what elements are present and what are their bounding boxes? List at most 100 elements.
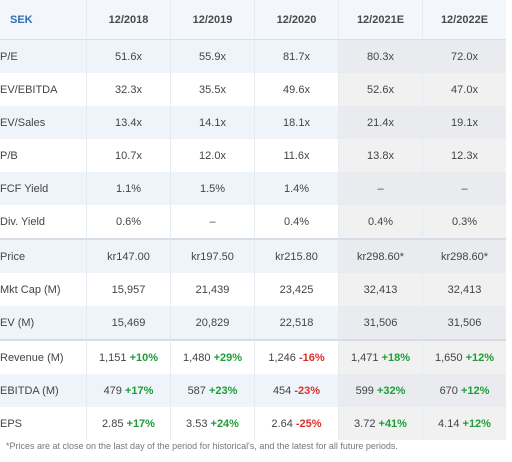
currency-header: SEK <box>0 0 86 40</box>
change-badge: +23% <box>208 384 238 397</box>
row-label: EPS <box>0 417 23 430</box>
table-cell: 1,480 +29% <box>170 339 254 374</box>
table-cell-estimate: 1,650 +12% <box>422 339 506 374</box>
row-label: P/E <box>0 40 86 73</box>
table-cell-estimate: 599 +32% <box>338 374 422 407</box>
price-footnote: *Prices are at close on the last day of … <box>6 441 398 451</box>
table-cell-estimate: 31,506 <box>338 306 422 339</box>
table-cell-estimate: 0.3% <box>422 205 506 238</box>
table-cell: 18.1x <box>254 106 338 139</box>
table-cell-estimate: 72.0x <box>422 40 506 73</box>
table-cell: kr197.50 <box>170 238 254 273</box>
period-header: 12/2018 <box>86 0 170 40</box>
table-cell: 1.4% <box>254 172 338 205</box>
table-cell-estimate: 3.72 +41% <box>338 407 422 440</box>
table-cell: 11.6x <box>254 139 338 172</box>
table-row-div-yield: Div. Yield 0.6% – 0.4% 0.4% 0.3% <box>0 205 506 238</box>
change-badge: -23% <box>294 384 321 397</box>
cell-value: 599 <box>355 384 374 397</box>
header-row: SEK 12/2018 12/2019 12/2020 12/2021E 12/… <box>0 0 506 40</box>
change-badge: -16% <box>298 351 325 364</box>
change-badge: +17% <box>124 384 154 397</box>
change-badge: +24% <box>210 417 239 430</box>
table-cell-estimate: 80.3x <box>338 40 422 73</box>
table-cell-estimate: 670 +12% <box>422 374 506 407</box>
change-badge: +29% <box>213 351 243 364</box>
table-cell: 0.4% <box>254 205 338 238</box>
period-header-estimate: 12/2022E <box>422 0 506 40</box>
valuation-table: SEK 12/2018 12/2019 12/2020 12/2021E 12/… <box>0 0 506 440</box>
table-cell-estimate: 19.1x <box>422 106 506 139</box>
table-row-pb: P/B 10.7x 12.0x 11.6x 13.8x 12.3x <box>0 139 506 172</box>
table-cell: 1,151 +10% <box>86 339 170 374</box>
row-label: Mkt Cap (M) <box>0 283 61 296</box>
change-badge: +17% <box>126 417 155 430</box>
table-cell: 1,246 -16% <box>254 339 338 374</box>
table-cell: 2.85 +17% <box>86 407 170 440</box>
cell-value: 1,650 <box>434 351 463 364</box>
table-row-ev-sales: EV/Sales 13.4x 14.1x 18.1x 21.4x 19.1x <box>0 106 506 139</box>
table-cell-estimate: 47.0x <box>422 73 506 106</box>
cell-value: 4.14 <box>438 417 460 430</box>
table-cell: 15,957 <box>86 273 170 306</box>
table-cell: 12.0x <box>170 139 254 172</box>
change-badge: +18% <box>381 351 411 364</box>
table-cell: 1.1% <box>86 172 170 205</box>
change-badge: +12% <box>465 351 495 364</box>
table-cell: 23,425 <box>254 273 338 306</box>
table-cell: 479 +17% <box>86 374 170 407</box>
table-cell-estimate: 21.4x <box>338 106 422 139</box>
row-label: EV (M) <box>0 306 86 339</box>
table-cell-estimate: – <box>338 172 422 205</box>
table-row-eps: EPS 2.85 +17% 3.53 +24% 2.64 -25% 3.72 +… <box>0 407 506 440</box>
cell-value: 479 <box>103 384 122 397</box>
table-cell: 14.1x <box>170 106 254 139</box>
table-cell: 587 +23% <box>170 374 254 407</box>
table-cell-estimate: 32,413 <box>422 273 506 306</box>
table-row-ev-ebitda: EV/EBITDA 32.3x 35.5x 49.6x 52.6x 47.0x <box>0 73 506 106</box>
table-cell-estimate: 12.3x <box>422 139 506 172</box>
table-cell: 22,518 <box>254 306 338 339</box>
table-cell: 1.5% <box>170 172 254 205</box>
table-cell-estimate: 31,506 <box>422 306 506 339</box>
row-label: FCF Yield <box>0 172 86 205</box>
change-badge: +41% <box>378 417 407 430</box>
row-label: EV/Sales <box>0 106 86 139</box>
table-cell: 10.7x <box>86 139 170 172</box>
cell-value: 2.64 <box>271 417 293 430</box>
table-row-price: Price kr147.00 kr197.50 kr215.80 kr298.6… <box>0 238 506 273</box>
table-cell: 35.5x <box>170 73 254 106</box>
table-cell-estimate: kr298.60* <box>422 238 506 273</box>
row-label: Revenue (M) <box>0 339 86 374</box>
period-header-estimate: 12/2021E <box>338 0 422 40</box>
row-label: P/B <box>0 149 18 162</box>
table-cell-estimate: 32,413 <box>338 273 422 306</box>
change-badge: +12% <box>460 384 490 397</box>
period-header: 12/2020 <box>254 0 338 40</box>
cell-value: 587 <box>187 384 206 397</box>
table-cell: 3.53 +24% <box>170 407 254 440</box>
table-cell-estimate: 0.4% <box>338 205 422 238</box>
cell-value: 1,151 <box>98 351 127 364</box>
change-badge: -25% <box>295 417 322 430</box>
table-row-mkt-cap: Mkt Cap (M) 15,957 21,439 23,425 32,413 … <box>0 273 506 306</box>
cell-value: 670 <box>439 384 458 397</box>
table-cell: 49.6x <box>254 73 338 106</box>
table-cell: 32.3x <box>86 73 170 106</box>
cell-value: 1,480 <box>182 351 211 364</box>
cell-value: 1,471 <box>350 351 379 364</box>
table-cell: 15,469 <box>86 306 170 339</box>
table-cell: 51.6x <box>86 40 170 73</box>
table-cell-estimate: 4.14 +12% <box>422 407 506 440</box>
period-header: 12/2019 <box>170 0 254 40</box>
cell-value: 3.53 <box>186 417 208 430</box>
cell-value: 2.85 <box>102 417 124 430</box>
table-cell: 2.64 -25% <box>254 407 338 440</box>
table-row-ev: EV (M) 15,469 20,829 22,518 31,506 31,50… <box>0 306 506 339</box>
table-cell-estimate: 52.6x <box>338 73 422 106</box>
table-row-ebitda: EBITDA (M) 479 +17% 587 +23% 454 -23% 59… <box>0 374 506 407</box>
table-row-revenue: Revenue (M) 1,151 +10% 1,480 +29% 1,246 … <box>0 339 506 374</box>
change-badge: +12% <box>462 417 491 430</box>
table-cell-estimate: 13.8x <box>338 139 422 172</box>
